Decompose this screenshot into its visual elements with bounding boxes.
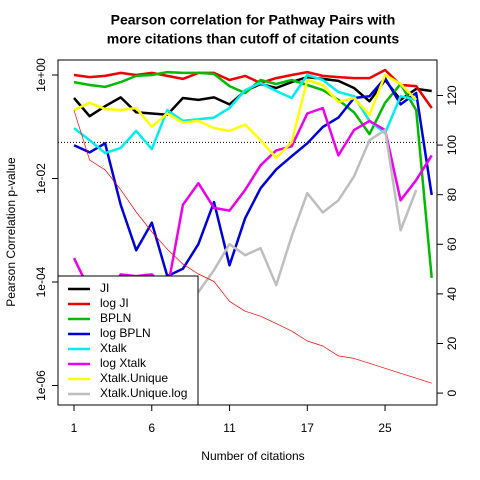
series-line bbox=[73, 110, 432, 384]
x-tick-label: 1 bbox=[71, 421, 78, 435]
y-tick-label: 1e-04 bbox=[34, 266, 48, 297]
legend-box bbox=[57, 275, 199, 406]
legend-label: Xtalk.Unique bbox=[100, 371, 168, 385]
y-tick-label: 1e-06 bbox=[34, 370, 48, 401]
legend-label: log BPLN bbox=[100, 326, 151, 340]
y2-tick-label: 100 bbox=[445, 135, 459, 155]
y-axis-label: Pearson Correlation p-value bbox=[4, 157, 18, 307]
series-line bbox=[73, 73, 418, 160]
legend-label: Xtalk bbox=[100, 341, 128, 355]
legend-label: Xtalk.Unique.log bbox=[100, 386, 187, 400]
y2-tick-label: 0 bbox=[445, 389, 459, 396]
chart-title: Pearson correlation for Pathway Pairs wi… bbox=[111, 12, 396, 28]
legend-label: log JI bbox=[100, 296, 129, 310]
plot-area bbox=[72, 68, 433, 384]
y2-tick-label: 60 bbox=[445, 237, 459, 251]
y2-tick-label: 80 bbox=[445, 188, 459, 202]
x-tick-label: 25 bbox=[378, 421, 392, 435]
x-axis-label: Number of citations bbox=[201, 449, 304, 463]
y-tick-label: 1e-02 bbox=[34, 163, 48, 194]
x-tick-label: 11 bbox=[223, 421, 236, 435]
y2-tick-label: 40 bbox=[445, 287, 459, 301]
legend-label: JI bbox=[100, 281, 109, 295]
series-line bbox=[73, 76, 433, 278]
legend-label: BPLN bbox=[100, 311, 131, 325]
x-tick-label: 17 bbox=[301, 421, 315, 435]
y-tick-label: 1e+00 bbox=[34, 58, 48, 92]
series-line bbox=[73, 68, 433, 109]
chart-title: more citations than cutoff of citation c… bbox=[107, 31, 400, 47]
y2-tick-label: 20 bbox=[445, 336, 459, 350]
x-tick-label: 6 bbox=[148, 421, 155, 435]
legend-label: log Xtalk bbox=[100, 356, 147, 370]
plot-frame bbox=[57, 59, 438, 406]
y2-tick-label: 120 bbox=[445, 85, 459, 105]
